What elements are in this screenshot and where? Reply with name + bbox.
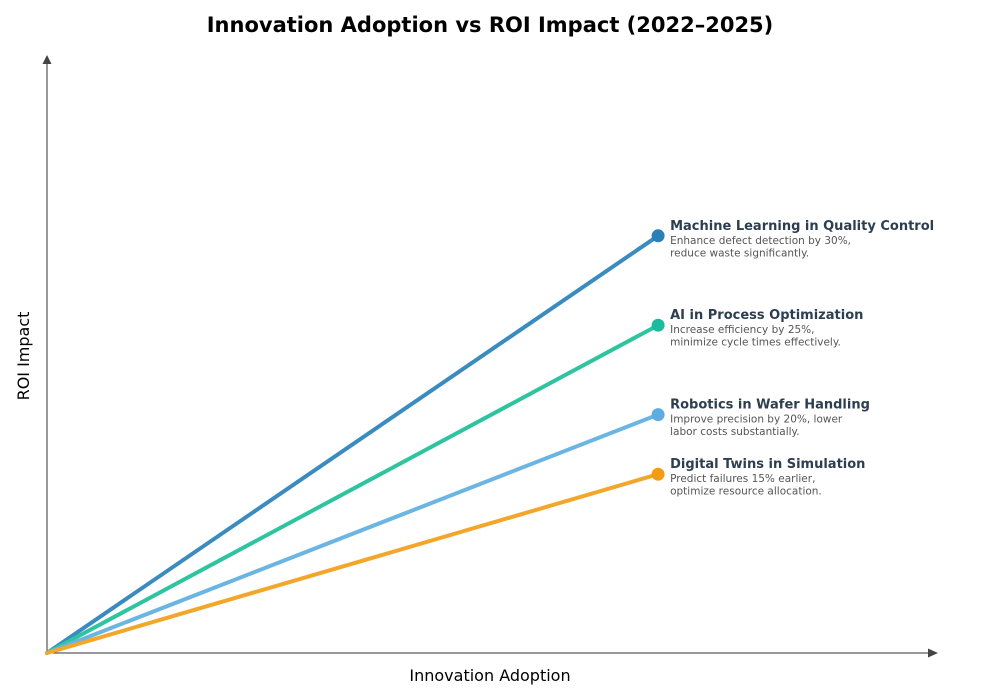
series-label: Robotics in Wafer Handling — [670, 398, 870, 413]
series-description: reduce waste significantly. — [670, 247, 809, 259]
series-end-marker — [651, 467, 665, 481]
series-description: Increase efficiency by 25%, — [670, 324, 814, 336]
series-description: Predict failures 15% earlier, — [670, 473, 815, 485]
series-label: Machine Learning in Quality Control — [670, 219, 934, 234]
series-description: minimize cycle times effectively. — [670, 337, 841, 349]
series-line — [45, 323, 661, 655]
series-description: labor costs substantially. — [670, 426, 800, 438]
x-axis-arrow — [928, 648, 938, 658]
series-end-marker — [651, 318, 665, 332]
series-description: Enhance defect detection by 30%, — [670, 235, 851, 247]
chart-title: Innovation Adoption vs ROI Impact (2022–… — [207, 13, 774, 37]
series-description: optimize resource allocation. — [670, 486, 822, 498]
series-label: Digital Twins in Simulation — [670, 457, 865, 472]
series-line — [45, 412, 661, 655]
y-axis-arrow — [42, 55, 52, 64]
series-end-marker — [651, 408, 665, 422]
series-line — [45, 472, 661, 655]
y-axis-label: ROI Impact — [14, 312, 33, 401]
x-axis-label: Innovation Adoption — [409, 666, 570, 685]
series-line — [45, 233, 661, 655]
series-description: Improve precision by 20%, lower — [670, 414, 843, 426]
series-end-marker — [651, 229, 665, 243]
series-label: AI in Process Optimization — [670, 308, 863, 323]
